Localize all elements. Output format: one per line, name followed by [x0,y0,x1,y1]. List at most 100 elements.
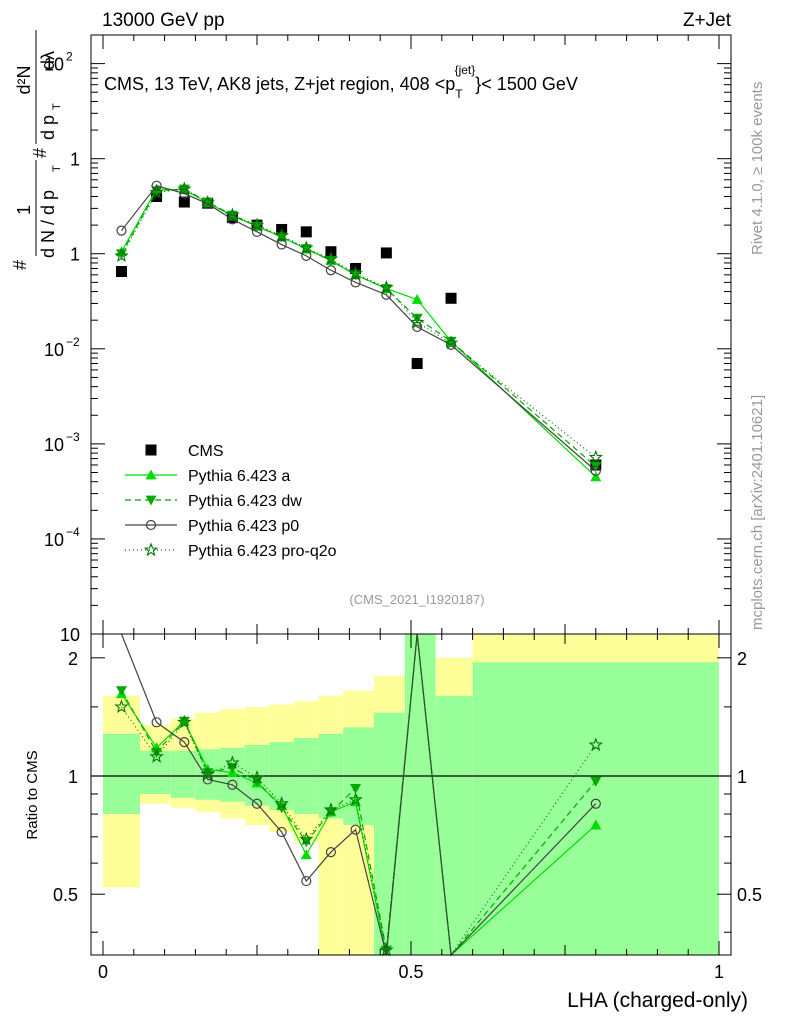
x-tick-label: 0.5 [398,962,423,982]
data-point [348,265,363,280]
data-point [249,770,265,784]
data-point [379,942,394,957]
data-point [411,313,423,324]
legend: CMS Pythia 6.423 a Pythia 6.423 dw Pythia 6… [125,443,337,560]
ylabel-d2n: d²N [14,65,34,94]
data-point [590,776,602,787]
data-point [443,335,459,350]
data-point [202,768,214,779]
stat-uncertainty-band [103,733,140,815]
data-point [249,217,265,232]
data-point [151,191,163,203]
data-point [115,266,127,278]
data-point [380,247,392,259]
data-point [445,339,457,350]
series-line-3 [121,184,597,472]
data-point [445,292,457,304]
stat-uncertainty-band [139,750,171,794]
site-label: mcplots.cern.ch [arXiv:2401.10621] [749,395,766,630]
main-ylabel: # 1 d N / d p T # d²N d p T dλ [10,30,63,270]
ylabel-one: 1 [14,205,34,215]
data-point [588,449,603,464]
data-point [179,737,190,748]
data-point [202,198,213,209]
data-point [590,819,602,830]
ylabel-hash-mid: # [30,148,50,158]
series-line-1 [120,188,597,478]
data-point [412,321,423,333]
data-point [149,749,164,763]
data-point [274,796,289,810]
data-point [379,279,394,294]
y-tick-label: 10 [44,435,64,455]
data-point [227,214,238,225]
data-point [276,232,288,243]
data-point [177,181,192,196]
data-point [149,185,164,199]
ratio-y-tick-label-right: 2 [737,649,747,669]
ratio-y-tick-label: 2 [68,649,78,669]
legend-label: Pythia 6.423 pro-q2o [188,543,337,560]
data-point [323,251,339,266]
data-point [145,519,157,531]
data-point [325,265,337,276]
data-point [202,774,213,785]
y-tick-label: 1 [70,150,80,170]
data-point [276,239,287,250]
data-point [145,444,157,456]
ratio-y-tick-label: 0.5 [53,885,78,905]
energy-label: 13000 GeV pp [102,10,225,31]
x-tick-label: 1 [714,962,724,982]
ratio-line-2 [120,633,597,957]
legend-label: Pythia 6.423 dw [188,493,302,510]
y-tick-label: 10 [44,340,64,360]
data-point [300,226,312,238]
data-point [116,225,127,236]
data-point [299,831,314,846]
data-point [151,717,162,728]
data-point [145,495,157,506]
data-point [200,194,215,209]
data-point [178,716,190,727]
data-point [225,207,240,222]
analysis-id: (CMS_2021_I1920187) [349,592,484,607]
rivet-label: Rivet 4.1.0, ≥ 100k events [749,82,766,255]
ylabel-dn: d N / d p [38,190,58,258]
data-point [200,766,215,781]
data-point [410,314,425,329]
data-point [251,221,263,232]
data-point [411,294,423,304]
data-point [276,826,287,838]
y-tick-label: 10 [44,55,64,75]
ratio-y-tick-label-right: 1 [737,767,747,787]
stat-uncertainty-band [244,744,270,806]
stat-uncertainty-band [170,750,196,798]
data-point [350,783,362,794]
ratio-y-tick-label: 1 [68,767,78,787]
ylabel-hash-left: # [10,260,30,270]
series-line-4 [120,188,597,458]
ratio-ylabel: Ratio to CMS [24,750,41,839]
data-point [590,471,602,482]
series-line-2 [120,188,597,467]
y-tick-label: 1 [70,245,80,265]
ylabel-t2: T [51,103,63,110]
legend-label: Pythia 6.423 p0 [188,518,299,535]
ylabel-dlambda: dλ [38,51,58,70]
data-point [115,686,127,697]
data-point [251,798,263,809]
data-point [151,180,162,191]
data-point [350,824,361,835]
ylabel-t1: T [51,165,63,172]
title-tail: }< 1500 GeV [475,74,578,94]
y-tick-exponent: −4 [66,525,80,539]
data-point [300,849,312,860]
x-axis-label: LHA (charged-only) [567,989,748,1012]
title-sup: {jet} [455,63,476,77]
y-tick-exponent: −3 [66,430,80,444]
data-point [588,737,603,752]
ratio-line-3 [120,633,597,957]
data-point [590,798,601,809]
